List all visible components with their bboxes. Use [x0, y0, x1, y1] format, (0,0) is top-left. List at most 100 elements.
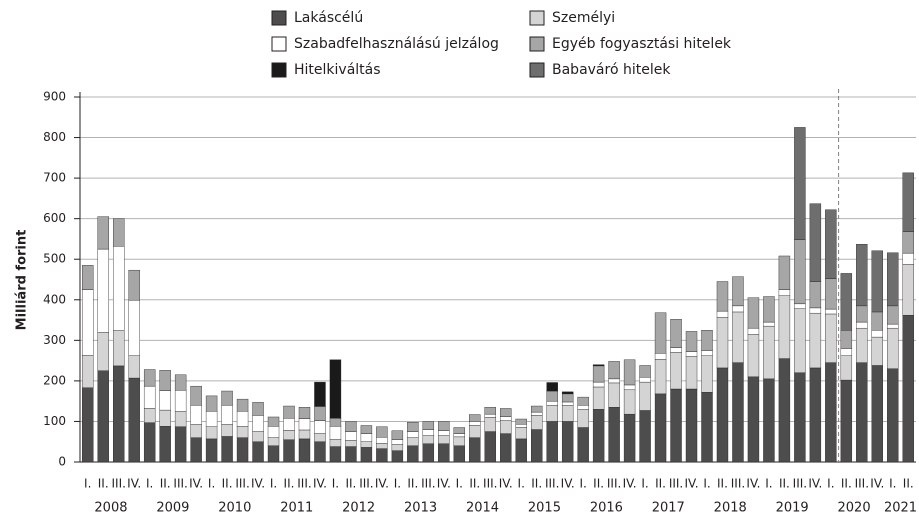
x-tick-label: IV. — [313, 477, 327, 491]
legend-swatch — [271, 10, 287, 26]
x-tick-label: IV. — [685, 477, 699, 491]
bar-segment — [747, 376, 760, 463]
bar-segment — [82, 265, 94, 290]
year-label: 2009 — [156, 501, 189, 516]
bar-segment — [623, 359, 636, 386]
bar-segment — [763, 378, 775, 463]
x-tick-label: I. — [518, 477, 525, 491]
bar-segment — [205, 438, 218, 463]
year-label: 2020 — [838, 501, 871, 516]
bar-segment — [283, 439, 295, 463]
bar-segment — [407, 431, 419, 438]
bar-segment — [577, 405, 589, 410]
legend-label: Hitelkiváltás — [294, 62, 381, 78]
bar-segment — [561, 405, 574, 422]
bar-segment — [623, 384, 636, 391]
bar-segment — [298, 438, 311, 463]
y-tick-label: 200 — [43, 373, 66, 387]
bar-segment — [809, 281, 822, 309]
bar-segment — [345, 440, 357, 447]
bar-segment — [531, 415, 543, 430]
bar-segment — [670, 347, 682, 353]
bar-segment — [484, 431, 496, 463]
x-tick-label: III. — [545, 477, 559, 491]
year-label: 2021 — [884, 501, 917, 516]
bar-segment — [205, 411, 218, 427]
bar-segment — [608, 407, 620, 463]
x-tick-label: II. — [779, 477, 790, 491]
bar-segment — [794, 239, 806, 305]
bar-segment — [236, 426, 249, 438]
bar-segment — [887, 305, 899, 325]
bar-segment — [469, 437, 481, 463]
bar-segment — [809, 367, 822, 463]
bar-segment — [159, 390, 171, 411]
bar-segment — [329, 446, 342, 463]
x-tick-label: I. — [146, 477, 153, 491]
bar-segment — [484, 407, 496, 415]
bar-segment — [592, 365, 605, 383]
x-tick-label: IV. — [375, 477, 389, 491]
x-tick-label: III. — [421, 477, 435, 491]
bar-segment — [128, 269, 140, 301]
bar-segment — [391, 430, 404, 440]
bar-segment — [577, 409, 589, 428]
x-tick-label: III. — [855, 477, 869, 491]
bar-segment — [484, 413, 496, 418]
bar-segment — [407, 437, 419, 446]
bar-segment — [685, 388, 698, 463]
bar-segment — [840, 329, 853, 349]
bar-segment — [205, 395, 218, 412]
bar-segment — [174, 411, 187, 427]
bar-segment — [763, 296, 775, 323]
bar-segment — [438, 421, 450, 431]
bar-segment — [592, 364, 605, 367]
bar-segment — [778, 289, 791, 296]
bar-segment — [298, 429, 311, 440]
bar-segment — [701, 392, 713, 463]
bar-segment — [685, 351, 698, 357]
x-tick-label: I. — [394, 477, 401, 491]
bar-segment — [314, 433, 326, 442]
x-tick-label: III. — [173, 477, 187, 491]
x-tick-label: III. — [793, 477, 807, 491]
bar-segment — [174, 426, 187, 463]
legend-label: Lakáscélú — [294, 10, 363, 26]
bar-segment — [639, 410, 651, 463]
bar-segment — [97, 370, 109, 463]
bar-segment — [825, 278, 837, 310]
y-tick-label: 700 — [43, 171, 66, 185]
x-tick-label: III. — [607, 477, 621, 491]
bar-segment — [871, 329, 883, 338]
bar-segment — [298, 418, 311, 431]
x-tick-label: I. — [332, 477, 339, 491]
bar-segment — [608, 382, 620, 408]
x-tick-label: II. — [717, 477, 728, 491]
x-tick-label: III. — [111, 477, 125, 491]
bar-segment — [407, 422, 419, 432]
bar-segment — [236, 437, 249, 463]
bar-segment — [654, 312, 667, 354]
x-tick-label: III. — [297, 477, 311, 491]
bar-segment — [314, 441, 326, 463]
year-label: 2012 — [342, 501, 375, 516]
bar-segment — [500, 420, 512, 434]
bar-segment — [871, 365, 883, 463]
year-label: 2016 — [590, 501, 623, 516]
bar-segment — [159, 409, 171, 427]
bar-segment — [453, 427, 465, 434]
bar-segment — [283, 405, 295, 419]
bar-segment — [143, 385, 156, 409]
bar-segment — [422, 421, 435, 430]
bar-segment — [763, 325, 775, 380]
x-tick-label: II. — [469, 477, 480, 491]
bar-segment — [902, 252, 914, 265]
bar-segment — [546, 390, 558, 402]
x-tick-label: IV. — [808, 477, 822, 491]
bar-segment — [422, 443, 435, 463]
bar-segment — [716, 317, 729, 369]
x-tick-label: III. — [669, 477, 683, 491]
y-tick-label: 0 — [58, 455, 66, 469]
x-tick-label: II. — [841, 477, 852, 491]
